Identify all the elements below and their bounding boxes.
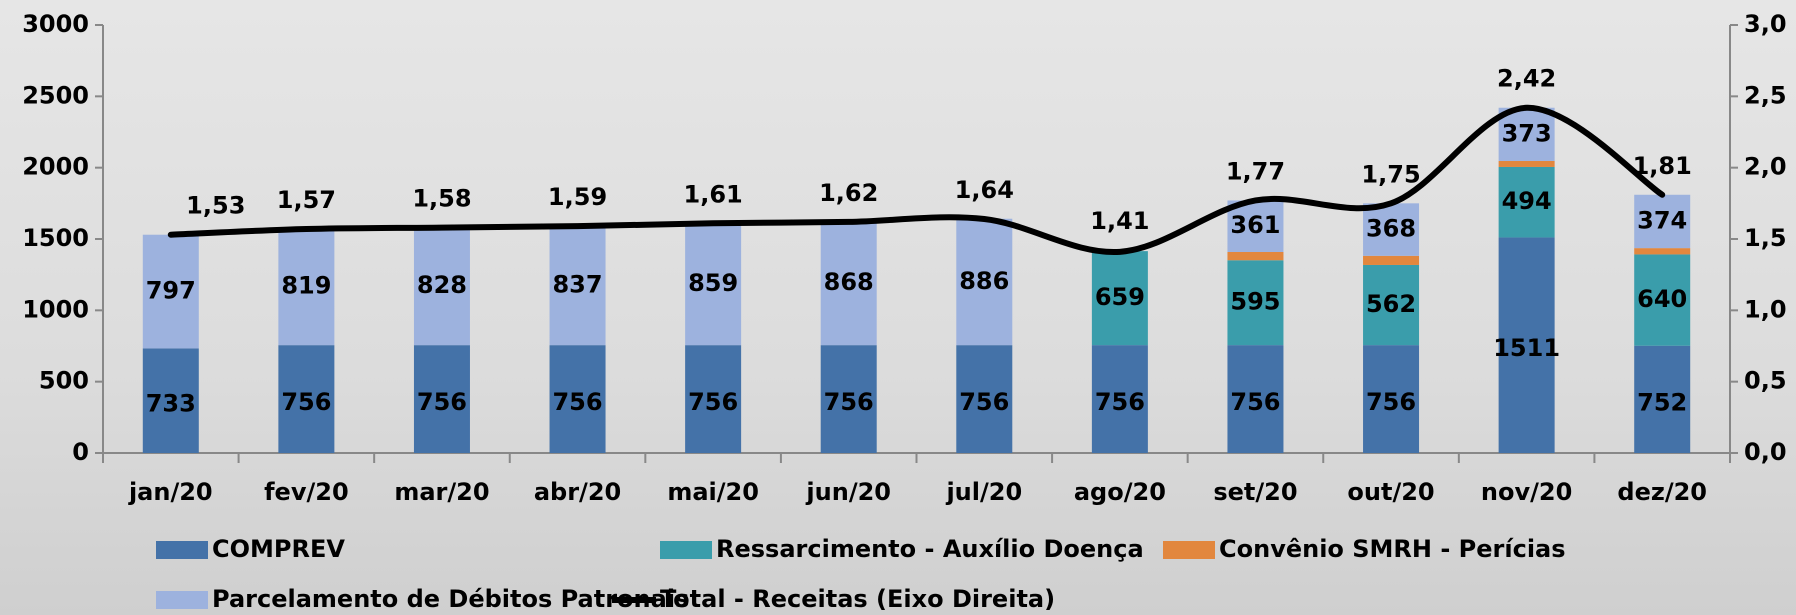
- data-label: 756: [417, 388, 467, 416]
- total-line: [171, 108, 1662, 252]
- x-tick-label: mar/20: [394, 478, 489, 506]
- line-label: 1,61: [684, 180, 743, 208]
- legend-swatch: [156, 591, 208, 609]
- data-label: 868: [824, 268, 874, 296]
- data-label: 368: [1366, 215, 1416, 243]
- data-label: 494: [1502, 187, 1552, 215]
- data-label: 756: [1230, 388, 1280, 416]
- data-label: 562: [1366, 290, 1416, 318]
- data-label: 756: [688, 388, 738, 416]
- data-label: 756: [281, 388, 331, 416]
- line-label: 1,41: [1090, 207, 1149, 235]
- y2-tick-label: 0,5: [1744, 367, 1787, 395]
- y-tick-label: 500: [39, 367, 89, 395]
- x-tick-label: nov/20: [1481, 478, 1572, 506]
- data-label: 756: [824, 388, 874, 416]
- line-label: 1,75: [1361, 160, 1420, 188]
- line-label: 1,77: [1226, 157, 1285, 185]
- y2-tick-label: 1,5: [1744, 224, 1787, 252]
- data-label: 659: [1095, 283, 1145, 311]
- legend-label: Ressarcimento - Auxílio Doença: [716, 535, 1144, 563]
- x-tick-label: set/20: [1213, 478, 1297, 506]
- data-label: 373: [1502, 119, 1552, 147]
- y-tick-label: 1500: [22, 224, 89, 252]
- x-tick-label: jun/20: [805, 478, 891, 506]
- line-label: 1,59: [548, 183, 607, 211]
- y2-tick-label: 2,0: [1744, 153, 1787, 181]
- chart: 0 500 1000 1500 2000 2500 3000 0,0 0,5 1,0 1,5 2,0 2…: [0, 0, 1796, 615]
- y2-tick-label: 2,5: [1744, 81, 1787, 109]
- data-label: 595: [1230, 288, 1280, 316]
- line-label: 1,58: [412, 185, 471, 213]
- x-tick-label: mai/20: [667, 478, 759, 506]
- y-tick-label: 0: [72, 438, 89, 466]
- legend-swatch: [660, 541, 712, 559]
- legend-swatch: [1163, 541, 1215, 559]
- x-tick-label: ago/20: [1074, 478, 1166, 506]
- x-tick-label: jul/20: [945, 478, 1022, 506]
- x-tick-label: fev/20: [264, 478, 349, 506]
- x-tick-label: out/20: [1347, 478, 1434, 506]
- bar-segment: [1499, 161, 1555, 167]
- line-label: 1,64: [955, 176, 1014, 204]
- x-tick-label: jan/20: [128, 478, 213, 506]
- data-label: 828: [417, 271, 467, 299]
- line-label: 1,81: [1633, 152, 1692, 180]
- bar-segment: [1634, 248, 1690, 254]
- line-label: 2,42: [1497, 65, 1556, 93]
- x-tick-label: abr/20: [534, 478, 621, 506]
- legend-swatch: [156, 541, 208, 559]
- data-label: 361: [1230, 211, 1280, 239]
- data-label: 756: [1095, 388, 1145, 416]
- y2-tick-label: 3,0: [1744, 10, 1787, 38]
- bar-segment: [1363, 256, 1419, 265]
- legend-label: Total - Receitas (Eixo Direita): [660, 585, 1055, 613]
- x-tick-label: dez/20: [1617, 478, 1707, 506]
- y-tick-label: 3000: [22, 10, 89, 38]
- line-label: 1,57: [277, 186, 336, 214]
- data-label: 1511: [1493, 334, 1560, 362]
- y-tick-label: 2500: [22, 81, 89, 109]
- data-label: 756: [552, 388, 602, 416]
- y-tick-label: 1000: [22, 295, 89, 323]
- legend-label: Convênio SMRH - Perícias: [1219, 535, 1566, 563]
- data-label: 886: [959, 267, 1009, 295]
- data-label: 756: [959, 388, 1009, 416]
- y2-tick-label: 1,0: [1744, 295, 1787, 323]
- data-label: 797: [146, 277, 196, 305]
- data-label: 374: [1637, 206, 1687, 234]
- y2-tick-label: 0,0: [1744, 438, 1787, 466]
- legend-label: COMPREV: [212, 535, 345, 563]
- line-label: 1,62: [819, 179, 878, 207]
- data-label: 756: [1366, 388, 1416, 416]
- bar-segment: [1227, 252, 1283, 260]
- data-label: 640: [1637, 285, 1687, 313]
- data-label: 837: [552, 270, 602, 298]
- data-label: 819: [281, 272, 331, 300]
- line-label: 1,53: [186, 192, 245, 220]
- data-label: 859: [688, 269, 738, 297]
- data-label: 752: [1637, 388, 1687, 416]
- data-label: 733: [146, 390, 196, 418]
- y-tick-label: 2000: [22, 153, 89, 181]
